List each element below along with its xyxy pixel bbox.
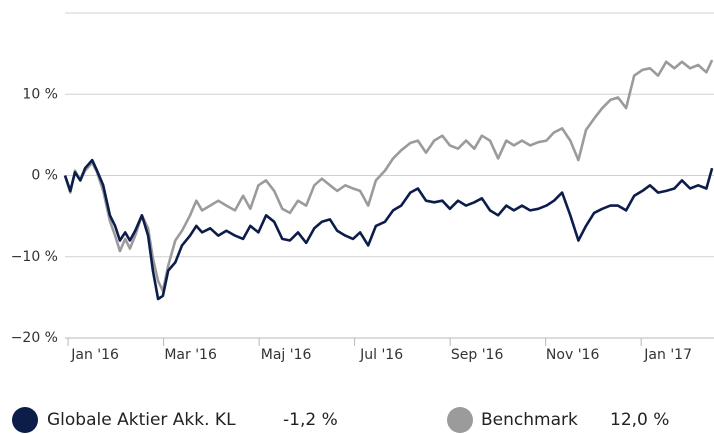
- y-tick-label: 10 %: [22, 86, 58, 102]
- y-tick-label: −20 %: [11, 330, 58, 346]
- legend-swatch: [447, 407, 473, 433]
- legend-value: 12,0 %: [610, 410, 669, 430]
- x-tick-label: Jan '17: [643, 347, 692, 363]
- x-tick-label: Jul '16: [359, 347, 403, 363]
- legend-label: Benchmark: [481, 410, 578, 430]
- legend-value: -1,2 %: [283, 410, 338, 430]
- legend-swatch: [12, 407, 38, 433]
- series-line: [63, 158, 714, 301]
- series-line: [63, 59, 714, 293]
- y-tick-label: −10 %: [11, 249, 58, 265]
- y-tick-label: 0 %: [31, 168, 58, 184]
- legend-label: Globale Aktier Akk. KL: [47, 410, 236, 430]
- x-tick-label: Mar '16: [164, 347, 217, 363]
- x-tick-label: Jan '16: [70, 347, 119, 363]
- x-tick-label: Nov '16: [546, 347, 600, 363]
- x-tick-label: Maj '16: [261, 347, 312, 363]
- x-tick-label: Sep '16: [451, 347, 504, 363]
